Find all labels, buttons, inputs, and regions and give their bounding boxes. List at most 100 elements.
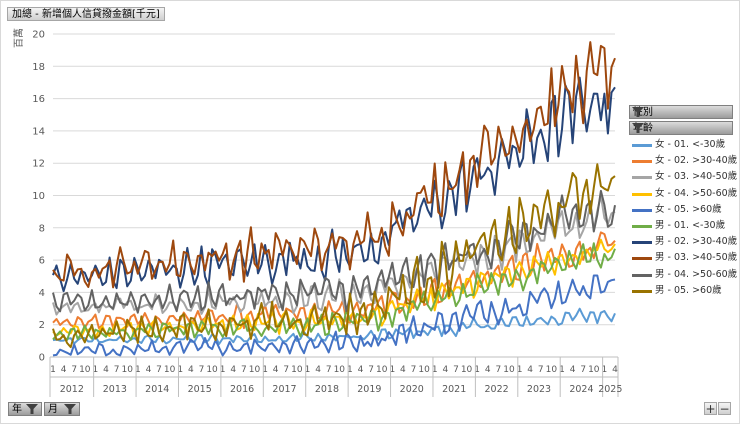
legend-swatch — [632, 192, 652, 196]
legend-item[interactable]: 女 - 05. >60歲 — [629, 202, 733, 218]
x-tick-month: 4 — [146, 365, 152, 375]
x-tick-month: 7 — [71, 365, 77, 375]
x-tick-month: 7 — [411, 365, 417, 375]
series-lines — [52, 41, 616, 357]
y-tick-label: 2 — [39, 320, 45, 331]
legend-item[interactable]: 男 - 01. <-30歲 — [629, 218, 733, 234]
legend-item[interactable]: 男 - 05. >60歲 — [629, 283, 733, 299]
y-tick-label: 16 — [32, 94, 45, 105]
x-tick-month: 7 — [114, 365, 120, 375]
legend-swatch — [632, 176, 652, 180]
expand-button[interactable]: + — [704, 402, 717, 416]
legend-item[interactable]: 女 - 01. <-30歲 — [629, 137, 733, 153]
legend-label: 男 - 05. >60歲 — [655, 284, 722, 296]
x-tick-month: 1 — [517, 365, 523, 375]
x-tick-month: 4 — [61, 365, 67, 375]
x-tick-month: 10 — [461, 365, 473, 375]
x-tick-year: 2023 — [527, 384, 551, 395]
x-tick-month: 4 — [230, 365, 236, 375]
legend-swatch — [632, 144, 652, 147]
x-tick-month: 1 — [347, 365, 353, 375]
x-tick-month: 7 — [241, 365, 247, 375]
x-tick-month: 4 — [188, 365, 194, 375]
x-tick-month: 1 — [93, 365, 99, 375]
x-tick-year: 2017 — [272, 384, 296, 395]
legend-label: 男 - 02. >30-40歲 — [655, 236, 738, 248]
legend-item[interactable]: 男 - 04. >50-60歲 — [629, 267, 737, 283]
legend-item[interactable]: 女 - 04. >50-60歲 — [629, 186, 737, 202]
legend-item[interactable]: 男 - 02. >30-40歲 — [629, 234, 737, 250]
y-axis-label: 百萬 — [12, 28, 25, 48]
legend-swatch — [632, 273, 652, 277]
legend: 性別 年齡 女 - 01. <-30歲女 - 02. >30-40歲女 - 03… — [629, 105, 737, 299]
y-tick-label: 14 — [32, 126, 45, 137]
legend-item[interactable]: 女 - 02. >30-40歲 — [629, 153, 737, 169]
legend-swatch — [632, 241, 652, 245]
collapse-button[interactable]: − — [718, 402, 731, 416]
x-tick-month: 1 — [177, 365, 183, 375]
x-tick-month: 4 — [315, 365, 321, 375]
value-field-button[interactable]: 加總 - 新增個人信貸撥金額[千元] — [7, 7, 165, 21]
y-tick-label: 6 — [39, 256, 45, 267]
legend-label: 女 - 04. >50-60歲 — [655, 187, 738, 199]
x-tick-month: 7 — [453, 365, 459, 375]
x-tick-year: 2021 — [442, 384, 466, 395]
x-tick-month: 4 — [527, 365, 533, 375]
filter-icon[interactable] — [61, 403, 79, 415]
legend-label: 男 - 01. <-30歲 — [655, 219, 726, 231]
legend-swatch — [632, 160, 652, 164]
x-tick-month: 10 — [79, 365, 91, 375]
legend-label: 女 - 05. >60歲 — [655, 203, 722, 215]
x-tick-month: 1 — [305, 365, 311, 375]
legend-age-label: 年齡 — [633, 123, 653, 134]
legend-swatch — [632, 289, 652, 293]
legend-label: 女 - 01. <-30歲 — [655, 139, 726, 150]
x-tick-year: 2018 — [315, 384, 339, 395]
x-tick-month: 10 — [206, 365, 218, 375]
x-tick-year: 2019 — [357, 384, 381, 395]
x-tick-month: 10 — [376, 365, 388, 375]
x-tick-year: 2025 — [598, 384, 622, 395]
x-tick-year: 2016 — [230, 384, 254, 395]
legend-label: 男 - 03. >40-50歲 — [655, 252, 738, 264]
x-tick-year: 2013 — [103, 384, 127, 395]
filter-icon[interactable] — [630, 106, 646, 118]
x-tick-year: 2022 — [484, 384, 508, 395]
x-tick-month: 7 — [326, 365, 332, 375]
legend-item[interactable]: 男 - 03. >40-50歲 — [629, 250, 737, 266]
axis-month-field[interactable]: 月 — [44, 402, 80, 416]
y-tick-label: 20 — [32, 30, 45, 41]
x-tick-year: 2012 — [60, 384, 84, 395]
series-line — [52, 41, 616, 289]
filter-icon[interactable] — [630, 122, 646, 134]
x-tick-month: 4 — [358, 365, 364, 375]
x-tick-month: 7 — [368, 365, 374, 375]
x-tick-month: 10 — [418, 365, 430, 375]
filter-icon[interactable] — [23, 403, 41, 415]
x-tick-month: 1 — [389, 365, 395, 375]
legend-item[interactable]: 女 - 03. >40-50歲 — [629, 169, 737, 185]
x-tick-month: 10 — [121, 365, 133, 375]
y-tick-label: 0 — [39, 353, 45, 364]
series-line — [52, 76, 616, 293]
x-tick-year: 2024 — [569, 384, 593, 395]
legend-label: 女 - 03. >40-50歲 — [655, 171, 738, 183]
legend-swatch — [632, 224, 652, 228]
legend-gender-field[interactable]: 性別 — [629, 105, 733, 119]
legend-label: 男 - 04. >50-60歲 — [655, 268, 738, 280]
series-line — [52, 189, 616, 314]
legend-age-field[interactable]: 年齡 — [629, 121, 733, 135]
x-tick-month: 10 — [164, 365, 176, 375]
axis-year-field[interactable]: 年 — [8, 402, 42, 416]
x-tick-month: 10 — [546, 365, 558, 375]
x-tick-month: 7 — [283, 365, 289, 375]
series-line — [52, 274, 616, 357]
x-tick-month: 1 — [559, 365, 565, 375]
x-tick-month: 4 — [273, 365, 279, 375]
x-tick-month: 4 — [442, 365, 448, 375]
x-tick-month: 7 — [199, 365, 205, 375]
x-tick-year: 2014 — [145, 384, 169, 395]
axis-month-label: 月 — [48, 404, 58, 415]
